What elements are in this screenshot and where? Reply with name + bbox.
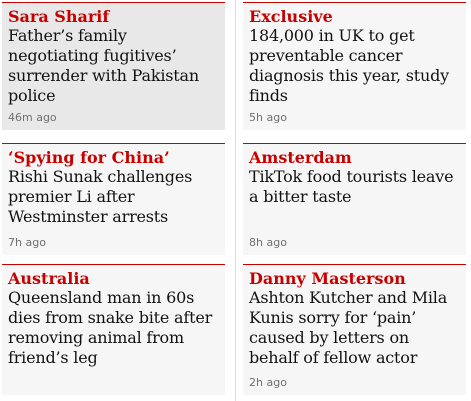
news-card-spying-for-china[interactable]: ‘Spying for China’ Rishi Sunak challenge… bbox=[2, 143, 225, 255]
card-timestamp: 8h ago bbox=[249, 236, 287, 249]
card-timestamp: 46m ago bbox=[8, 111, 57, 124]
news-card-australia[interactable]: Australia Queensland man in 60s dies fro… bbox=[2, 264, 225, 395]
card-timestamp: 2h ago bbox=[249, 376, 287, 389]
card-headline: Rishi Sunak challenges premier Li after … bbox=[8, 167, 193, 226]
card-headline: 184,000 in UK to get preventable cancer … bbox=[249, 26, 449, 105]
news-card-exclusive[interactable]: Exclusive 184,000 in UK to get preventab… bbox=[243, 2, 466, 130]
card-kicker: Sara Sharif bbox=[8, 7, 110, 26]
news-card-sara-sharif[interactable]: Sara Sharif Father’s family negotiating … bbox=[2, 2, 225, 130]
card-headline: TikTok food tourists leave a bitter tast… bbox=[249, 167, 454, 206]
card-headline: Father’s family negotiating fugitives’ s… bbox=[8, 26, 199, 105]
card-timestamp: 5h ago bbox=[249, 111, 287, 124]
card-headline: Ashton Kutcher and Mila Kunis sorry for … bbox=[249, 288, 448, 367]
news-card-amsterdam[interactable]: Amsterdam TikTok food tourists leave a b… bbox=[243, 143, 466, 255]
card-kicker: Amsterdam bbox=[249, 148, 352, 167]
card-headline: Queensland man in 60s dies from snake bi… bbox=[8, 288, 213, 367]
card-kicker: ‘Spying for China’ bbox=[8, 148, 170, 167]
column-divider bbox=[235, 0, 236, 401]
card-kicker: Exclusive bbox=[249, 7, 333, 26]
news-card-danny-masterson[interactable]: Danny Masterson Ashton Kutcher and Mila … bbox=[243, 264, 466, 395]
card-kicker: Australia bbox=[8, 269, 90, 288]
card-timestamp: 7h ago bbox=[8, 236, 46, 249]
card-kicker: Danny Masterson bbox=[249, 269, 406, 288]
